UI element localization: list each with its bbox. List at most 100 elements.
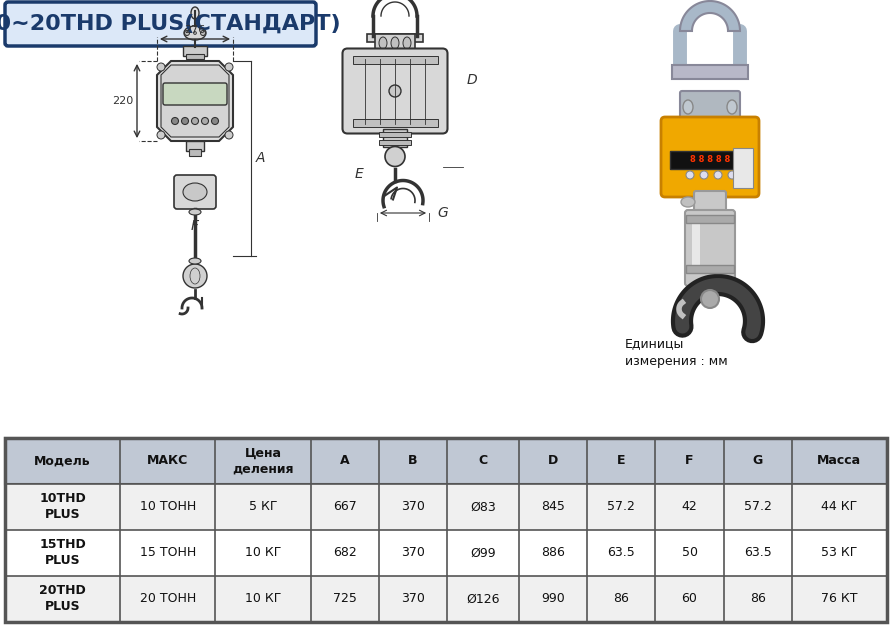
Circle shape <box>686 171 694 179</box>
Text: 42: 42 <box>682 500 697 514</box>
Text: 10~20THD PLUS(СТАНДАРТ): 10~20THD PLUS(СТАНДАРТ) <box>0 14 341 34</box>
Text: 15THD
PLUS: 15THD PLUS <box>39 538 86 568</box>
Circle shape <box>714 171 722 179</box>
Text: 63.5: 63.5 <box>744 547 772 559</box>
Bar <box>5 484 887 530</box>
Bar <box>5 576 887 622</box>
Text: F: F <box>686 455 694 467</box>
Text: A: A <box>340 455 350 467</box>
Circle shape <box>700 171 708 179</box>
Text: Ø83: Ø83 <box>470 500 496 514</box>
Text: 990: 990 <box>542 592 565 606</box>
Text: 10 КГ: 10 КГ <box>245 592 282 606</box>
Text: 60: 60 <box>681 592 697 606</box>
Ellipse shape <box>727 100 737 114</box>
Text: 57.2: 57.2 <box>607 500 636 514</box>
Circle shape <box>201 118 208 125</box>
Circle shape <box>212 118 218 125</box>
Bar <box>733 148 753 188</box>
Ellipse shape <box>379 37 387 49</box>
Text: 20THD
PLUS: 20THD PLUS <box>39 584 86 613</box>
FancyBboxPatch shape <box>163 83 227 105</box>
Text: 57.2: 57.2 <box>744 500 772 514</box>
Text: E: E <box>354 167 363 181</box>
Ellipse shape <box>193 32 197 35</box>
Text: C: C <box>478 455 487 467</box>
Text: 20 ТОНН: 20 ТОНН <box>139 592 196 606</box>
Text: 725: 725 <box>333 592 357 606</box>
Text: Единицы
измерения : мм: Единицы измерения : мм <box>625 338 728 368</box>
FancyBboxPatch shape <box>342 48 448 134</box>
Text: 10 КГ: 10 КГ <box>245 547 282 559</box>
Text: 370: 370 <box>401 547 425 559</box>
Circle shape <box>157 63 165 71</box>
Circle shape <box>191 118 198 125</box>
Text: 10 ТОНН: 10 ТОНН <box>139 500 196 514</box>
Text: 86: 86 <box>750 592 765 606</box>
FancyBboxPatch shape <box>661 117 759 197</box>
Bar <box>383 129 407 147</box>
Circle shape <box>181 118 189 125</box>
Bar <box>686 265 734 273</box>
Bar <box>379 132 411 136</box>
Text: 50: 50 <box>681 547 697 559</box>
FancyBboxPatch shape <box>5 2 316 46</box>
Text: 276: 276 <box>184 25 206 35</box>
Bar <box>375 34 415 52</box>
Text: C: C <box>353 0 363 1</box>
Bar <box>189 149 201 156</box>
Text: Цена
деления: Цена деления <box>232 446 294 476</box>
Text: 667: 667 <box>333 500 357 514</box>
Circle shape <box>157 131 165 139</box>
Bar <box>186 141 204 151</box>
Polygon shape <box>157 61 233 141</box>
Text: МАКС: МАКС <box>148 455 189 467</box>
Bar <box>352 118 437 127</box>
Text: Ø99: Ø99 <box>470 547 496 559</box>
Polygon shape <box>680 1 740 31</box>
Ellipse shape <box>200 30 206 35</box>
Ellipse shape <box>184 26 206 40</box>
Text: 886: 886 <box>541 547 565 559</box>
FancyBboxPatch shape <box>680 91 740 123</box>
Ellipse shape <box>681 197 695 207</box>
Circle shape <box>701 290 719 308</box>
Text: 10THD
PLUS: 10THD PLUS <box>39 493 86 521</box>
Bar <box>670 151 750 169</box>
FancyBboxPatch shape <box>174 175 216 209</box>
Text: 370: 370 <box>401 592 425 606</box>
Bar <box>379 140 411 145</box>
Text: 63.5: 63.5 <box>608 547 636 559</box>
Text: Модель: Модель <box>34 455 91 467</box>
Text: 76 КТ: 76 КТ <box>822 592 857 606</box>
Ellipse shape <box>191 7 199 19</box>
Text: 370: 370 <box>401 500 425 514</box>
Text: G: G <box>437 206 448 220</box>
Text: 682: 682 <box>333 547 357 559</box>
Circle shape <box>389 85 401 97</box>
Bar <box>5 438 887 622</box>
Text: D: D <box>548 455 559 467</box>
Bar <box>5 530 887 576</box>
Bar <box>367 34 423 42</box>
Circle shape <box>225 63 233 71</box>
Text: 5 КГ: 5 КГ <box>249 500 277 514</box>
FancyBboxPatch shape <box>694 191 726 213</box>
Ellipse shape <box>184 30 190 35</box>
Circle shape <box>225 131 233 139</box>
Bar <box>686 215 734 223</box>
Ellipse shape <box>183 183 207 201</box>
Ellipse shape <box>391 37 399 49</box>
Circle shape <box>385 147 405 167</box>
Ellipse shape <box>189 258 201 264</box>
Ellipse shape <box>403 37 411 49</box>
Bar <box>5 438 887 484</box>
Text: 220: 220 <box>112 96 133 106</box>
Text: E: E <box>617 455 626 467</box>
Text: B: B <box>409 455 417 467</box>
Circle shape <box>172 118 179 125</box>
Polygon shape <box>161 65 229 137</box>
Circle shape <box>728 171 736 179</box>
Text: 15 ТОНН: 15 ТОНН <box>139 547 196 559</box>
Text: 845: 845 <box>541 500 565 514</box>
